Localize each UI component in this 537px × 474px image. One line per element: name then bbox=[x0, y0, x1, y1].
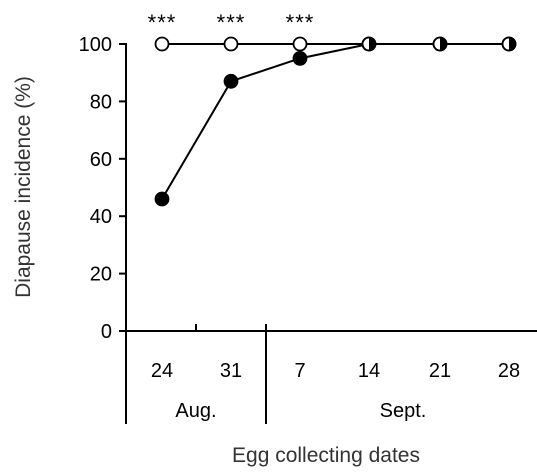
point-overlap bbox=[432, 36, 448, 52]
x-tick-label: 7 bbox=[294, 360, 305, 382]
x-tick-label: 24 bbox=[151, 360, 173, 382]
x-tick-label: 31 bbox=[220, 360, 242, 382]
y-axis-title: Diapause incidence (%) bbox=[12, 76, 35, 298]
significance-label: *** bbox=[148, 10, 177, 35]
point-filled bbox=[223, 73, 239, 89]
labels: 0 20 40 60 80 100 24 31 7 14 21 28 Aug. Sept. *** *** **… bbox=[79, 10, 521, 422]
y-tick-label: 40 bbox=[90, 206, 112, 228]
axes bbox=[119, 43, 537, 424]
point-open bbox=[154, 36, 170, 52]
significance-label: *** bbox=[286, 10, 315, 35]
y-tick-label: 20 bbox=[90, 264, 112, 286]
point-open bbox=[223, 36, 239, 52]
x-axis-title: Egg collecting dates bbox=[232, 444, 420, 467]
y-tick-label: 80 bbox=[90, 91, 112, 113]
y-tick-label: 60 bbox=[90, 149, 112, 171]
series-line-1 bbox=[161, 43, 509, 200]
x-tick-label: 21 bbox=[429, 360, 451, 382]
month-group-label: Sept. bbox=[380, 400, 427, 422]
point-overlap bbox=[361, 36, 377, 52]
significance-label: *** bbox=[217, 10, 246, 35]
point-filled bbox=[292, 50, 308, 66]
point-open bbox=[292, 36, 308, 52]
point-filled bbox=[154, 191, 170, 207]
y-tick-label: 100 bbox=[79, 34, 112, 56]
y-tick-label: 0 bbox=[101, 321, 112, 343]
x-tick-label: 28 bbox=[498, 360, 520, 382]
month-group-label: Aug. bbox=[175, 400, 216, 422]
x-tick-label: 14 bbox=[358, 360, 380, 382]
point-overlap bbox=[501, 36, 517, 52]
series-layer bbox=[154, 36, 517, 207]
